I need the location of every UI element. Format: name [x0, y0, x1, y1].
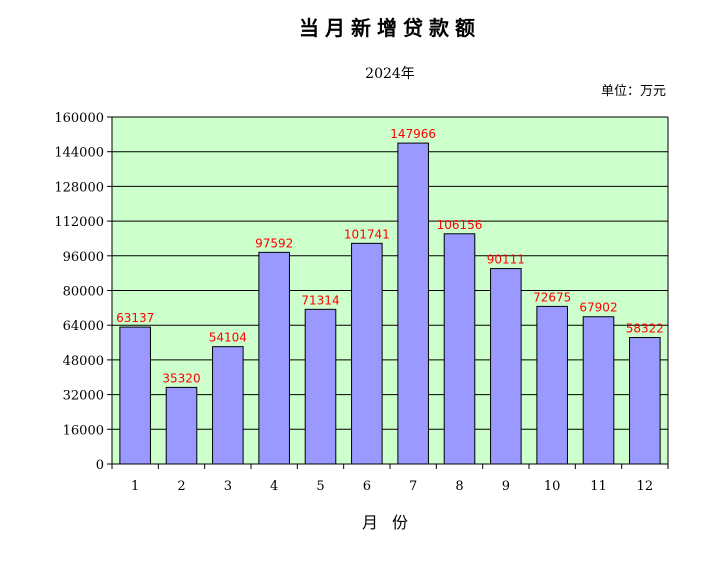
- y-tick-label: 96000: [63, 250, 104, 265]
- y-tick-label: 80000: [63, 285, 104, 300]
- x-tick-label: 8: [455, 479, 463, 494]
- bar: [582, 316, 615, 465]
- data-label: 72675: [533, 290, 571, 304]
- data-label: 71314: [301, 293, 339, 307]
- x-tick-label: 10: [544, 479, 561, 494]
- y-tick-label: 16000: [63, 423, 104, 438]
- data-label: 90111: [487, 253, 525, 267]
- x-tick-label: 12: [637, 479, 654, 494]
- y-tick-label: 160000: [54, 111, 104, 126]
- bar: [119, 326, 151, 465]
- y-tick-label: 144000: [54, 146, 104, 161]
- data-label: 58322: [626, 322, 664, 336]
- data-label: 101741: [344, 227, 390, 241]
- data-label: 97592: [255, 236, 293, 250]
- bar: [443, 233, 476, 465]
- y-tick-label: 48000: [63, 354, 104, 369]
- y-tick-label: 128000: [54, 180, 104, 195]
- chart-subtitle: 2024年: [365, 66, 415, 82]
- bar: [165, 386, 198, 465]
- x-tick-label: 2: [177, 479, 185, 494]
- data-label: 106156: [437, 218, 483, 232]
- data-label: 63137: [116, 311, 154, 325]
- bar: [304, 308, 337, 465]
- data-label: 35320: [162, 371, 200, 385]
- chart-title: 当月新增贷款额: [299, 16, 481, 40]
- y-tick-label: 64000: [63, 319, 104, 334]
- x-tick-label: 4: [270, 479, 278, 494]
- data-label: 67902: [579, 301, 617, 315]
- bar: [536, 305, 568, 465]
- y-tick-label: 32000: [63, 389, 104, 404]
- x-tick-label: 6: [363, 479, 371, 494]
- bar: [629, 337, 661, 465]
- y-tick-label: 0: [96, 458, 104, 473]
- x-tick-label: 3: [224, 479, 232, 494]
- x-tick-label: 9: [502, 479, 510, 494]
- data-label: 147966: [390, 127, 436, 141]
- bar: [351, 242, 383, 465]
- y-tick-label: 112000: [54, 215, 104, 230]
- bar: [397, 142, 429, 465]
- x-tick-label: 7: [409, 479, 417, 494]
- bar: [258, 251, 290, 465]
- x-tick-label: 5: [316, 479, 324, 494]
- x-tick-label: 11: [590, 479, 607, 494]
- bar: [490, 268, 522, 465]
- unit-label: 单位：万元: [600, 84, 666, 99]
- x-tick-label: 1: [131, 479, 139, 494]
- bar: [212, 346, 244, 465]
- data-label: 54104: [209, 331, 247, 345]
- x-axis-label: 月份: [362, 513, 422, 532]
